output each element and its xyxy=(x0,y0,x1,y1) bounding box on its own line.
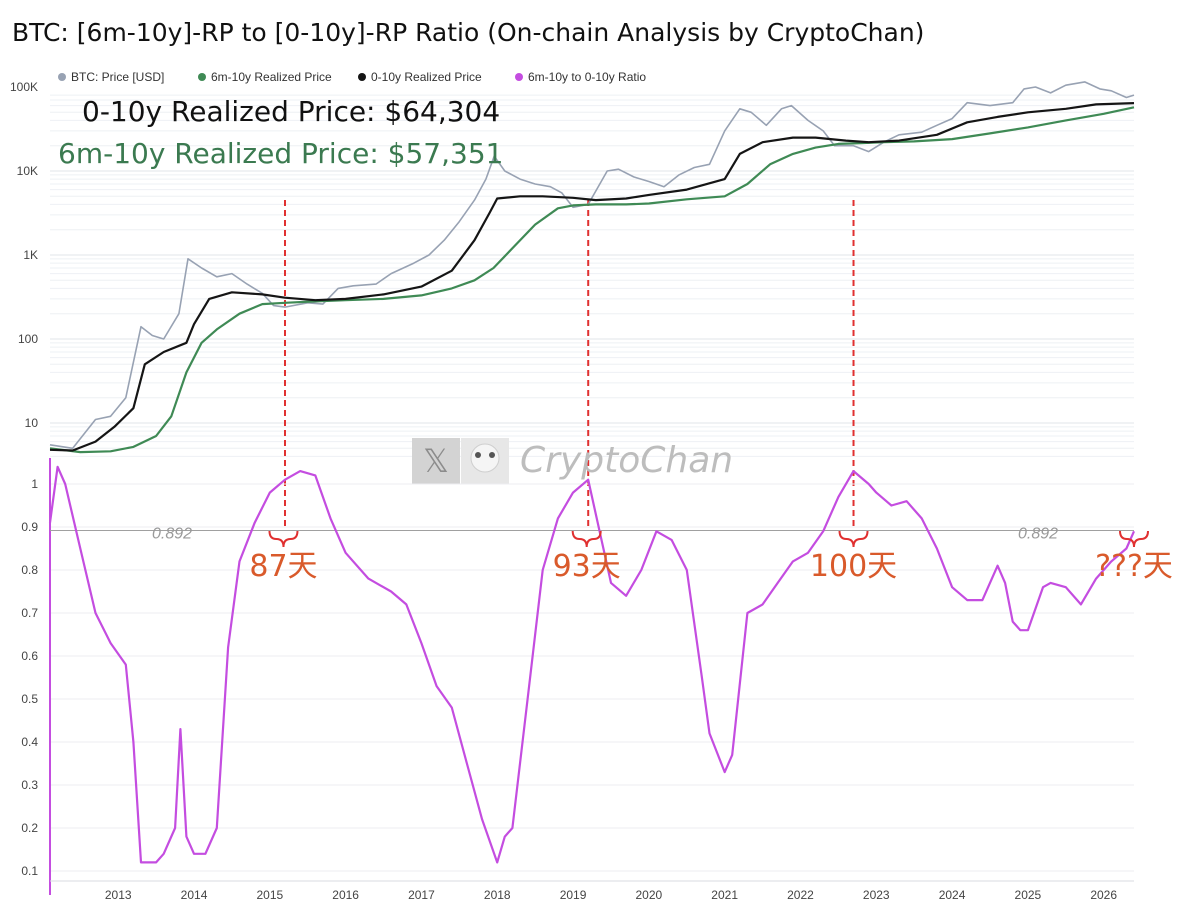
days-label: 100天 xyxy=(810,549,897,584)
x-logo-icon: 𝕏 xyxy=(423,442,449,480)
rp-6m-10y-annotation: 6m-10y Realized Price: $57,351 xyxy=(58,137,503,170)
series-line-ratio xyxy=(48,465,1136,864)
x-tick-label: 2020 xyxy=(636,888,663,902)
reference-value-left: 0.892 xyxy=(152,525,192,542)
top-reference-lines xyxy=(283,200,855,528)
x-axis: 2013 2014 2015 2016 2017 2018 2019 2020 2021 2022… xyxy=(50,880,1134,902)
x-tick-label: 2025 xyxy=(1015,888,1042,902)
legend-label: 0-10y Realized Price xyxy=(371,70,482,84)
x-tick-label: 2023 xyxy=(863,888,890,902)
legend-marker xyxy=(515,73,523,81)
bottom-y-axis: 0.1 0.2 0.3 0.4 0.5 0.6 0.7 0.8 0.9 1 xyxy=(21,477,38,878)
x-tick-label: 2019 xyxy=(560,888,587,902)
top-y-axis: 10 100 1K 10K 100K xyxy=(10,80,38,430)
avatar-eye-right xyxy=(489,452,495,458)
days-label: 93天 xyxy=(553,549,621,584)
y-tick-label: 0.1 xyxy=(21,864,38,878)
x-tick-label: 2021 xyxy=(711,888,738,902)
x-tick-label: 2024 xyxy=(939,888,966,902)
legend-label: 6m-10y Realized Price xyxy=(211,70,332,84)
x-tick-label: 2017 xyxy=(408,888,435,902)
days-label: ???天 xyxy=(1095,549,1173,584)
y-tick-label: 10 xyxy=(25,416,39,430)
ratio-reference-line: 0.892 0.892 xyxy=(50,525,1134,542)
y-tick-label: 100 xyxy=(18,332,38,346)
brace-icon xyxy=(571,530,602,548)
y-tick-label: 0.3 xyxy=(21,778,38,792)
y-tick-label: 1 xyxy=(31,477,38,491)
brace-icon xyxy=(1119,530,1149,548)
legend-marker xyxy=(358,73,366,81)
y-tick-label: 10K xyxy=(17,164,38,178)
x-tick-label: 2016 xyxy=(332,888,359,902)
watermark: 𝕏 CryptoChan xyxy=(412,438,733,484)
y-tick-label: 0.9 xyxy=(21,520,38,534)
bottom-series xyxy=(48,465,1136,864)
bottom-grid xyxy=(49,458,1134,895)
y-tick-label: 0.8 xyxy=(21,563,38,577)
y-tick-label: 0.6 xyxy=(21,649,38,663)
x-tick-label: 2015 xyxy=(256,888,283,902)
legend-marker xyxy=(198,73,206,81)
days-label: 87天 xyxy=(249,549,317,584)
y-tick-label: 1K xyxy=(23,248,38,262)
rp-0-10y-annotation: 0-10y Realized Price: $64,304 xyxy=(82,95,500,128)
series-line-0-10y-realized-price xyxy=(49,102,1135,452)
top-series xyxy=(49,81,1135,454)
chart-title: BTC: [6m-10y]-RP to [0-10y]-RP Ratio (On… xyxy=(12,18,925,47)
reference-value-right: 0.892 xyxy=(1018,525,1058,542)
legend-label: BTC: Price [USD] xyxy=(71,70,164,84)
x-tick-label: 2018 xyxy=(484,888,511,902)
y-tick-label: 0.4 xyxy=(21,735,38,749)
y-tick-label: 0.5 xyxy=(21,692,38,706)
brace-icon xyxy=(838,530,869,548)
brace-icon xyxy=(268,530,299,548)
x-tick-label: 2026 xyxy=(1090,888,1117,902)
y-tick-label: 100K xyxy=(10,80,38,94)
x-tick-label: 2022 xyxy=(787,888,814,902)
legend-label: 6m-10y to 0-10y Ratio xyxy=(528,70,646,84)
y-tick-label: 0.7 xyxy=(21,606,38,620)
y-tick-label: 0.2 xyxy=(21,821,38,835)
top-grid xyxy=(50,94,1134,457)
legend-marker xyxy=(58,73,66,81)
x-tick-label: 2013 xyxy=(105,888,132,902)
day-annotations: 87天 93天 100天 ???天 xyxy=(249,530,1173,584)
avatar-eye-left xyxy=(475,452,481,458)
legend: BTC: Price [USD] 6m-10y Realized Price 0-1… xyxy=(58,70,646,84)
x-tick-label: 2014 xyxy=(181,888,208,902)
avatar-icon xyxy=(470,443,500,473)
watermark-x-tile xyxy=(412,438,460,484)
watermark-text: CryptoChan xyxy=(520,440,733,481)
